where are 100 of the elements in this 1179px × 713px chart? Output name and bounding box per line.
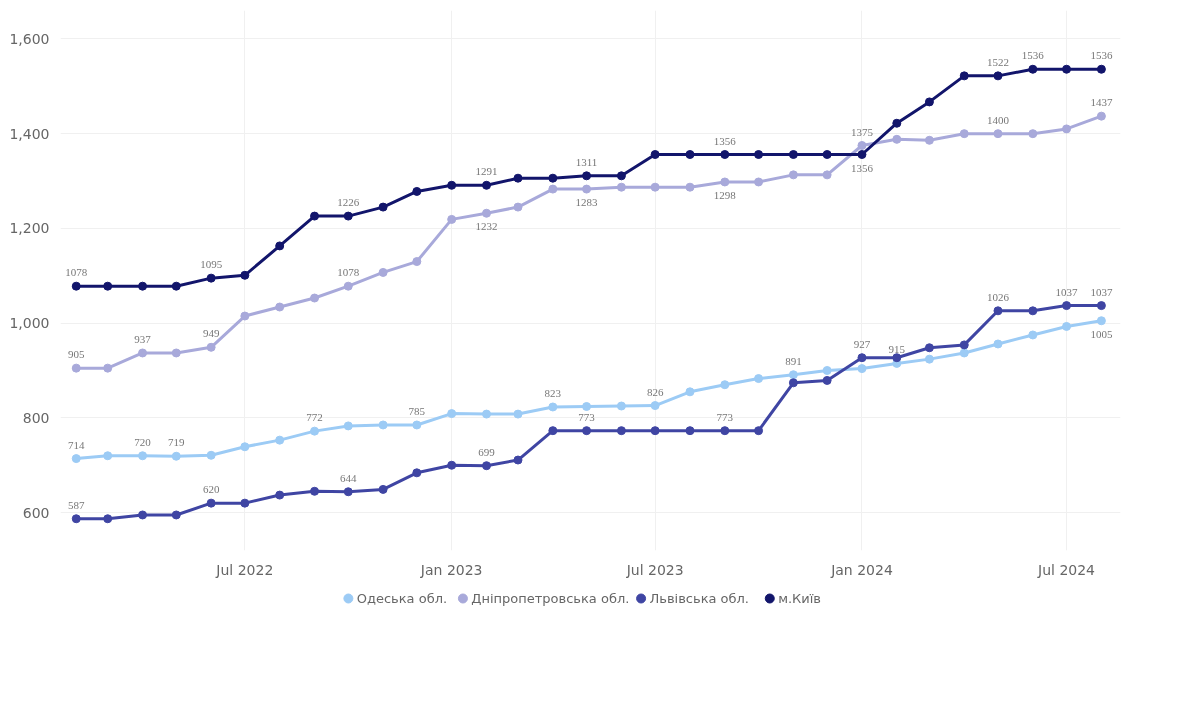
y-tick-label: 800: [22, 409, 50, 426]
data-label: 937: [134, 332, 152, 345]
point: [412, 257, 422, 267]
data-label: 823: [544, 386, 562, 399]
point: [822, 150, 832, 159]
point: [582, 402, 592, 411]
point: [206, 342, 216, 352]
point: [616, 426, 626, 436]
point: [513, 409, 523, 419]
point: [138, 281, 148, 291]
y-tick-label: 600: [22, 504, 50, 521]
legend-label: м.Київ: [778, 591, 822, 606]
data-label: 1005: [1090, 327, 1113, 340]
point: [71, 454, 81, 464]
point: [857, 364, 867, 374]
point: [924, 135, 934, 145]
point: [720, 426, 730, 436]
data-label: 1375: [850, 125, 874, 138]
point: [892, 353, 902, 363]
y-tick-label: 1,200: [9, 220, 50, 237]
point: [240, 498, 250, 508]
point: [206, 273, 216, 283]
point: [548, 173, 558, 183]
point: [924, 354, 934, 364]
point: [924, 97, 934, 107]
point: [240, 442, 250, 452]
point: [378, 420, 388, 430]
point: [685, 150, 695, 159]
legend-label: Одеська обл.: [356, 591, 448, 606]
point: [892, 134, 902, 144]
point: [171, 510, 181, 520]
point: [171, 348, 181, 358]
point: [1062, 321, 1072, 331]
point: [310, 211, 320, 221]
point: [650, 182, 660, 192]
point: [138, 510, 148, 520]
data-label: 1226: [337, 196, 360, 209]
point: [857, 141, 867, 150]
data-label: 927: [853, 337, 871, 350]
point: [857, 353, 867, 363]
point: [103, 281, 113, 291]
point: [482, 409, 492, 419]
point: [138, 348, 148, 358]
point: [959, 71, 969, 81]
point: [616, 182, 626, 192]
point: [993, 339, 1003, 349]
point: [240, 270, 250, 280]
data-label: 1522: [986, 55, 1009, 68]
point: [822, 170, 832, 180]
point: [378, 484, 388, 494]
point: [548, 426, 558, 436]
point: [343, 211, 353, 221]
data-label: 905: [67, 348, 85, 361]
point: [482, 180, 492, 190]
point: [206, 498, 216, 508]
data-label: 644: [340, 471, 358, 484]
data-label: 720: [134, 435, 152, 448]
point: [378, 267, 388, 277]
point: [993, 71, 1003, 81]
point: [103, 514, 113, 524]
data-label: 1536: [1021, 49, 1045, 62]
data-label: 699: [478, 445, 496, 458]
point: [1062, 301, 1072, 311]
point: [924, 343, 934, 353]
point: [1062, 124, 1072, 134]
point: [378, 202, 388, 212]
point: [650, 401, 660, 411]
data-label: 587: [67, 498, 85, 511]
y-tick-label: 1,000: [9, 315, 50, 332]
point: [447, 180, 457, 190]
point: [685, 387, 695, 397]
point: [650, 426, 660, 436]
point: [240, 311, 250, 321]
point: [310, 293, 320, 303]
point: [275, 241, 285, 251]
point: [1028, 129, 1038, 139]
x-tick-label: Jul 2024: [1037, 561, 1096, 578]
point: [412, 420, 422, 430]
data-label: 826: [646, 385, 664, 398]
point: [1028, 330, 1038, 340]
point: [993, 129, 1003, 139]
point: [788, 378, 798, 388]
x-tick-label: Jan 2024: [830, 561, 893, 578]
point: [275, 302, 285, 312]
data-label: 772: [306, 411, 323, 424]
point: [71, 363, 81, 373]
data-label: 1311: [575, 155, 598, 168]
point: [343, 281, 353, 291]
point: [754, 177, 764, 187]
point: [103, 363, 113, 373]
y-tick-label: 1,600: [9, 30, 50, 47]
point: [959, 129, 969, 139]
point: [892, 118, 902, 128]
legend-label: Дніпропетровська обл.: [471, 591, 630, 606]
data-label: 1078: [337, 266, 360, 279]
point: [138, 451, 148, 461]
data-label: 1298: [713, 188, 737, 201]
point: [616, 401, 626, 411]
data-label: 620: [202, 483, 220, 496]
point: [482, 208, 492, 218]
